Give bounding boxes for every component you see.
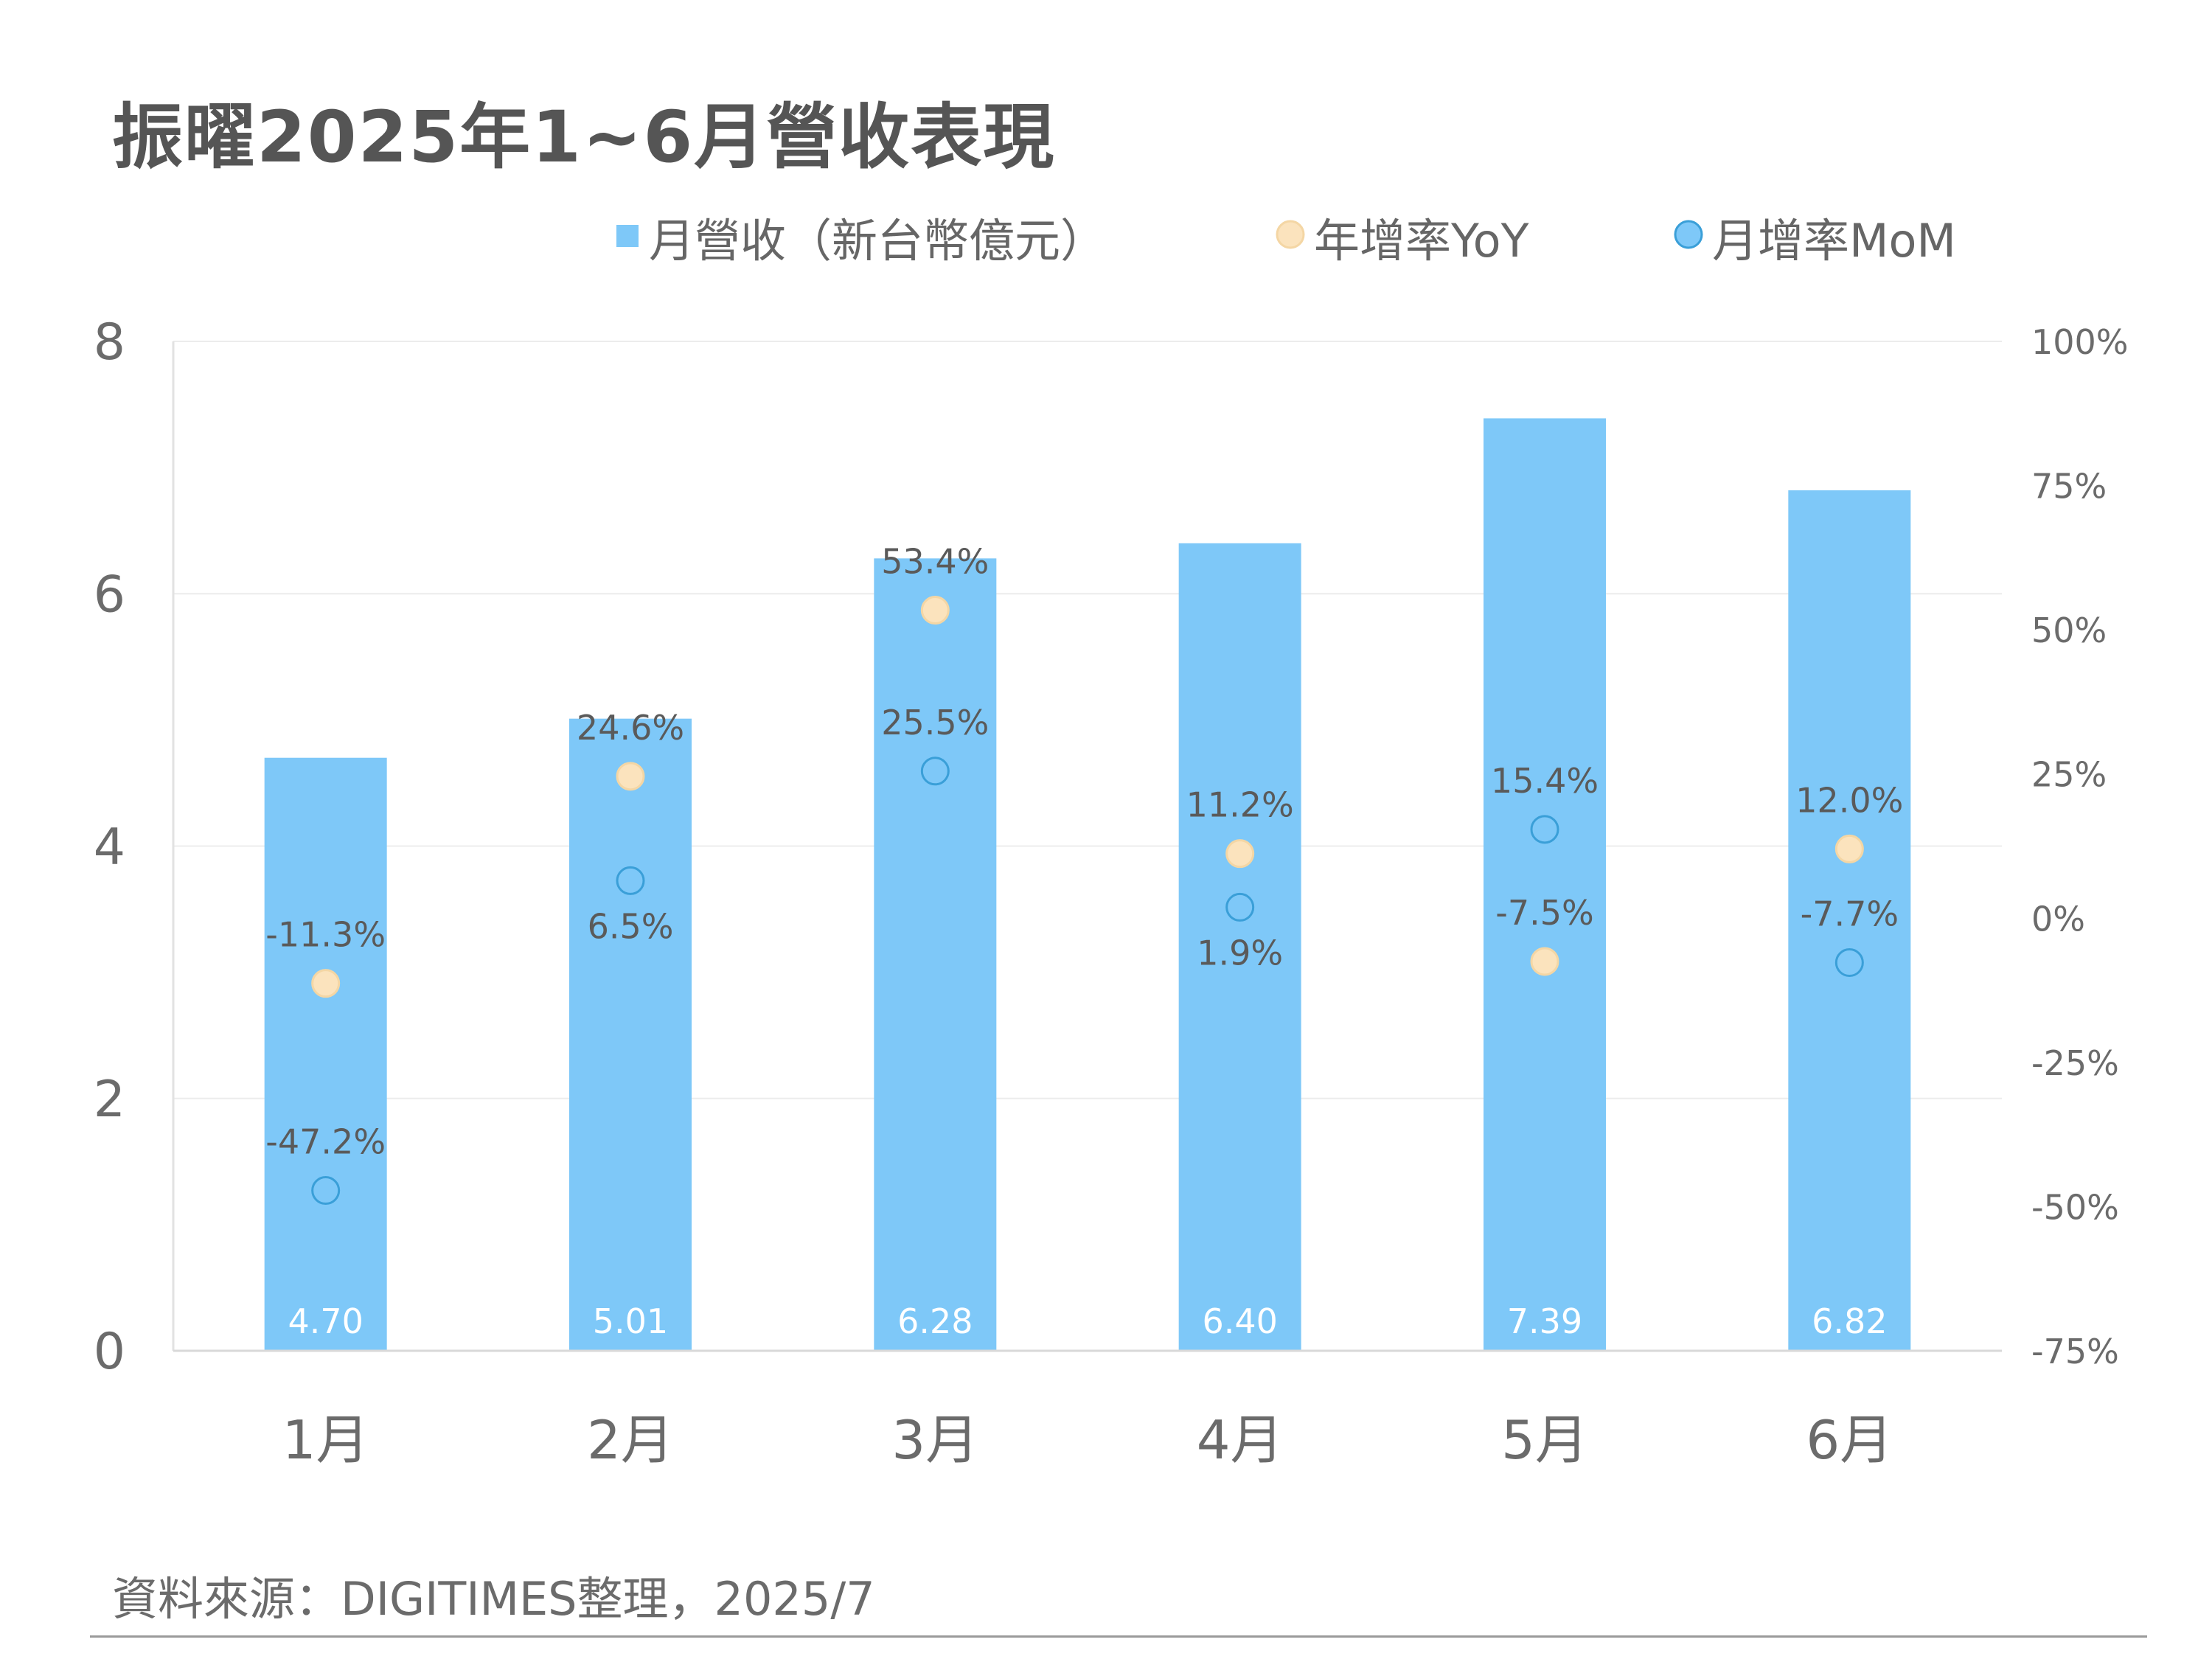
y-tick-label-4: 8 (94, 313, 125, 372)
x-tick-label-0: 1月 (282, 1409, 369, 1471)
y2-tick-label-1: -50% (2031, 1187, 2119, 1227)
yoy-point-3 (920, 596, 950, 625)
y2-tick-label-7: 100% (2031, 322, 2129, 362)
yoy-point-4 (1225, 839, 1255, 869)
legend-label-mom: 月增率MoM (1712, 214, 1956, 268)
mom-point-6 (1834, 948, 1864, 978)
y2-tick-label-5: 50% (2031, 611, 2107, 650)
y-tick-label-1: 2 (94, 1071, 125, 1129)
mom-label-6: -7.7% (1801, 894, 1899, 934)
y2-tick-label-3: 0% (2031, 899, 2085, 939)
chart-source: 資料來源：DIGITIMES整理，2025/7 (112, 1572, 875, 1626)
mom-label-3: 25.5% (881, 703, 989, 742)
bar-5 (1484, 418, 1606, 1351)
bar-value-label-5: 7.39 (1507, 1301, 1582, 1341)
bar-value-label-1: 4.70 (288, 1301, 363, 1341)
y2-tick-label-0: -75% (2031, 1332, 2119, 1371)
y-tick-label-3: 6 (94, 566, 125, 624)
bar-value-label-4: 6.40 (1202, 1301, 1277, 1341)
source-divider (90, 1635, 2147, 1638)
x-tick-label-2: 3月 (891, 1409, 978, 1471)
yoy-label-2: 24.6% (577, 708, 684, 748)
legend-label-revenue: 月營收（新台幣億元） (649, 214, 1106, 268)
chart-legend: 月營收（新台幣億元） 年增率YoY 月增率MoM (616, 214, 1956, 268)
mom-point-1 (311, 1176, 341, 1206)
y2-tick-label-2: -25% (2031, 1043, 2119, 1083)
yoy-point-6 (1834, 834, 1864, 863)
legend-marker-yoy (1276, 220, 1305, 249)
bar-4 (1178, 543, 1301, 1351)
y-tick-label-2: 4 (94, 818, 125, 877)
mom-label-4: 1.9% (1197, 933, 1283, 973)
bar-6 (1788, 490, 1911, 1351)
y2-tick-label-6: 75% (2031, 467, 2107, 507)
x-tick-label-4: 5月 (1501, 1409, 1588, 1471)
point-series: -11.3% 24.6% 53.4% 11.2% -7.5% 12.0% -47.2% 6.5… (265, 542, 1903, 1206)
yoy-label-1: -11.3% (265, 915, 386, 955)
bar-value-label-2: 5.01 (593, 1301, 668, 1341)
y2-tick-label-4: 25% (2031, 755, 2107, 795)
yoy-label-3: 53.4% (881, 542, 989, 582)
chart-grid (173, 341, 2002, 1099)
legend-marker-revenue (616, 225, 639, 247)
y-tick-label-0: 0 (94, 1323, 125, 1381)
mom-point-2 (616, 866, 645, 895)
legend-label-yoy: 年增率YoY (1314, 214, 1529, 268)
mom-label-1: -47.2% (265, 1122, 386, 1162)
mom-label-2: 6.5% (588, 906, 674, 946)
x-tick-label-1: 2月 (587, 1409, 674, 1471)
chart-axes: 0 2 4 6 8 -75% -50% -25% 0% 25% 50% 75% 100% 1月 2月 3月 4月… (94, 313, 2129, 1471)
mom-point-4 (1225, 892, 1255, 922)
yoy-point-5 (1530, 947, 1559, 976)
x-tick-label-3: 4月 (1197, 1409, 1284, 1471)
yoy-label-6: 12.0% (1795, 780, 1903, 820)
yoy-point-1 (311, 969, 341, 998)
chart-title: 振曜2025年1~6月營收表現 (112, 96, 1056, 178)
x-tick-label-5: 6月 (1806, 1409, 1893, 1471)
bar-series: 4.70 5.01 6.28 6.40 7.39 6.82 (264, 418, 1911, 1352)
legend-marker-mom (1674, 220, 1703, 249)
bar-1 (264, 757, 387, 1351)
yoy-label-5: -7.5% (1495, 893, 1593, 933)
mom-point-3 (920, 757, 950, 786)
bar-value-label-6: 6.82 (1812, 1301, 1887, 1341)
mom-label-5: 15.4% (1491, 761, 1599, 801)
mom-point-5 (1530, 815, 1559, 844)
bar-3 (874, 558, 997, 1352)
bar-2 (569, 718, 692, 1351)
yoy-label-4: 11.2% (1186, 785, 1294, 825)
yoy-point-2 (616, 762, 645, 791)
bar-value-label-3: 6.28 (897, 1301, 973, 1341)
